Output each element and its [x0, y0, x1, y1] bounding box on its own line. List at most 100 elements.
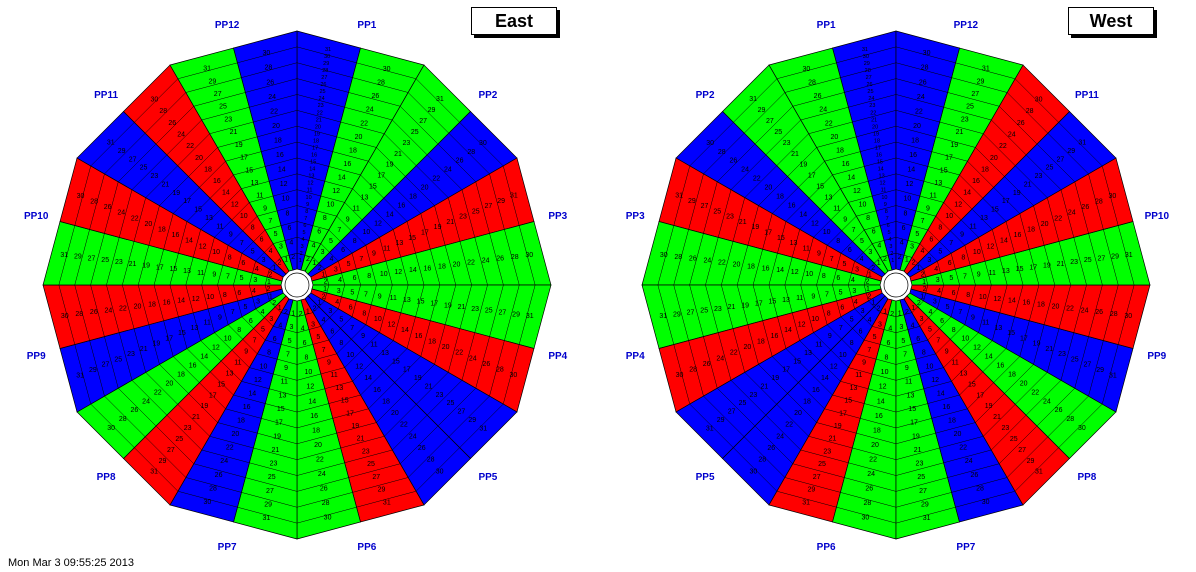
row-number: 23 — [224, 116, 232, 123]
row-number: 14 — [878, 167, 884, 173]
row-number: 8 — [339, 340, 343, 347]
row-number: 21 — [871, 117, 877, 123]
ring-line — [1101, 165, 1119, 226]
row-number: 13 — [960, 370, 968, 377]
row-number: 27 — [728, 409, 736, 416]
row-number: 8 — [922, 350, 926, 357]
east-sector-map: 1234567891011121314151617181920212223242… — [24, 20, 568, 553]
ring-line — [848, 94, 897, 108]
ring-line — [999, 284, 1008, 313]
ring-line — [784, 77, 841, 93]
row-number: 7 — [825, 292, 829, 299]
row-number: 17 — [808, 173, 816, 180]
ring-line — [863, 243, 873, 253]
ring-line — [217, 422, 258, 434]
pp-label-3: PP3 — [626, 211, 645, 222]
ring-line — [264, 243, 274, 253]
row-number: 12 — [879, 181, 885, 187]
row-number: 14 — [309, 167, 315, 173]
row-number: 24 — [268, 94, 276, 101]
row-number: 20 — [442, 344, 450, 351]
ring-line — [848, 195, 873, 203]
row-number: 27 — [1018, 447, 1026, 454]
row-number: 15 — [777, 235, 785, 242]
ring-line — [895, 189, 920, 197]
ring-line — [943, 106, 992, 121]
row-number: 1 — [920, 293, 924, 300]
pp-label-6: PP6 — [357, 542, 376, 553]
ring-line — [947, 92, 1000, 107]
row-number: 16 — [972, 178, 980, 185]
ring-line — [74, 165, 92, 226]
row-number: 17 — [240, 155, 248, 162]
ring-line — [851, 261, 855, 274]
ring-line — [993, 187, 1020, 214]
row-number: 7 — [867, 347, 871, 354]
row-number: 21 — [728, 304, 736, 311]
row-number: 15 — [877, 160, 883, 166]
ring-line — [772, 187, 799, 214]
row-number: 24 — [1081, 307, 1089, 314]
row-number: 13 — [403, 297, 411, 304]
ring-line — [90, 122, 135, 167]
row-number: 13 — [804, 350, 812, 357]
ring-line — [430, 284, 441, 321]
ring-line — [296, 432, 337, 445]
row-number: 3 — [868, 249, 872, 256]
row-number: 20 — [743, 344, 751, 351]
row-number: 13 — [980, 215, 988, 222]
ring-line — [809, 174, 833, 199]
row-number: 11 — [855, 372, 862, 379]
row-number: 1 — [868, 272, 872, 279]
row-number: 20 — [232, 431, 240, 438]
row-number: 8 — [938, 225, 942, 232]
ring-line — [352, 477, 409, 493]
row-number: 10 — [224, 336, 232, 343]
row-number: 9 — [378, 293, 382, 300]
row-number: 4 — [937, 288, 941, 295]
ring-line — [459, 241, 472, 286]
ring-line — [420, 213, 431, 250]
ring-line — [689, 403, 734, 448]
ring-line — [800, 106, 849, 121]
ring-line — [923, 292, 926, 301]
ring-line — [233, 394, 266, 404]
row-number: 13 — [361, 194, 369, 201]
row-number: 19 — [799, 162, 807, 169]
row-number: 24 — [220, 458, 228, 465]
row-number: 14 — [364, 375, 372, 382]
row-number: 7 — [852, 227, 856, 234]
row-number: 11 — [881, 188, 887, 194]
ring-line — [955, 269, 960, 286]
ring-line — [104, 395, 146, 437]
ring-line — [328, 166, 361, 176]
row-number: 5 — [274, 231, 278, 238]
row-number: 12 — [355, 364, 363, 371]
row-number: 3 — [900, 324, 904, 331]
row-number: 21 — [446, 219, 454, 226]
ring-line — [416, 372, 449, 405]
row-number: 15 — [310, 160, 316, 166]
row-number: 26 — [971, 472, 979, 479]
ring-line — [177, 133, 210, 166]
row-number: 13 — [308, 174, 314, 180]
row-number: 13 — [205, 215, 213, 222]
ring-line — [104, 133, 146, 175]
row-number: 3 — [878, 321, 882, 328]
ring-line — [964, 304, 971, 325]
row-number: 4 — [330, 256, 334, 263]
ring-line — [940, 273, 944, 286]
row-number: 3 — [256, 299, 260, 306]
ring-line — [178, 316, 188, 349]
ring-line — [1103, 229, 1119, 286]
ring-line — [312, 306, 319, 313]
row-number: 6 — [848, 247, 852, 254]
row-number: 24 — [117, 210, 125, 217]
row-number: 31 — [526, 313, 534, 320]
row-number: 17 — [346, 410, 354, 417]
ring-line — [365, 245, 372, 266]
ring-line — [370, 265, 377, 286]
ring-line — [895, 373, 920, 381]
